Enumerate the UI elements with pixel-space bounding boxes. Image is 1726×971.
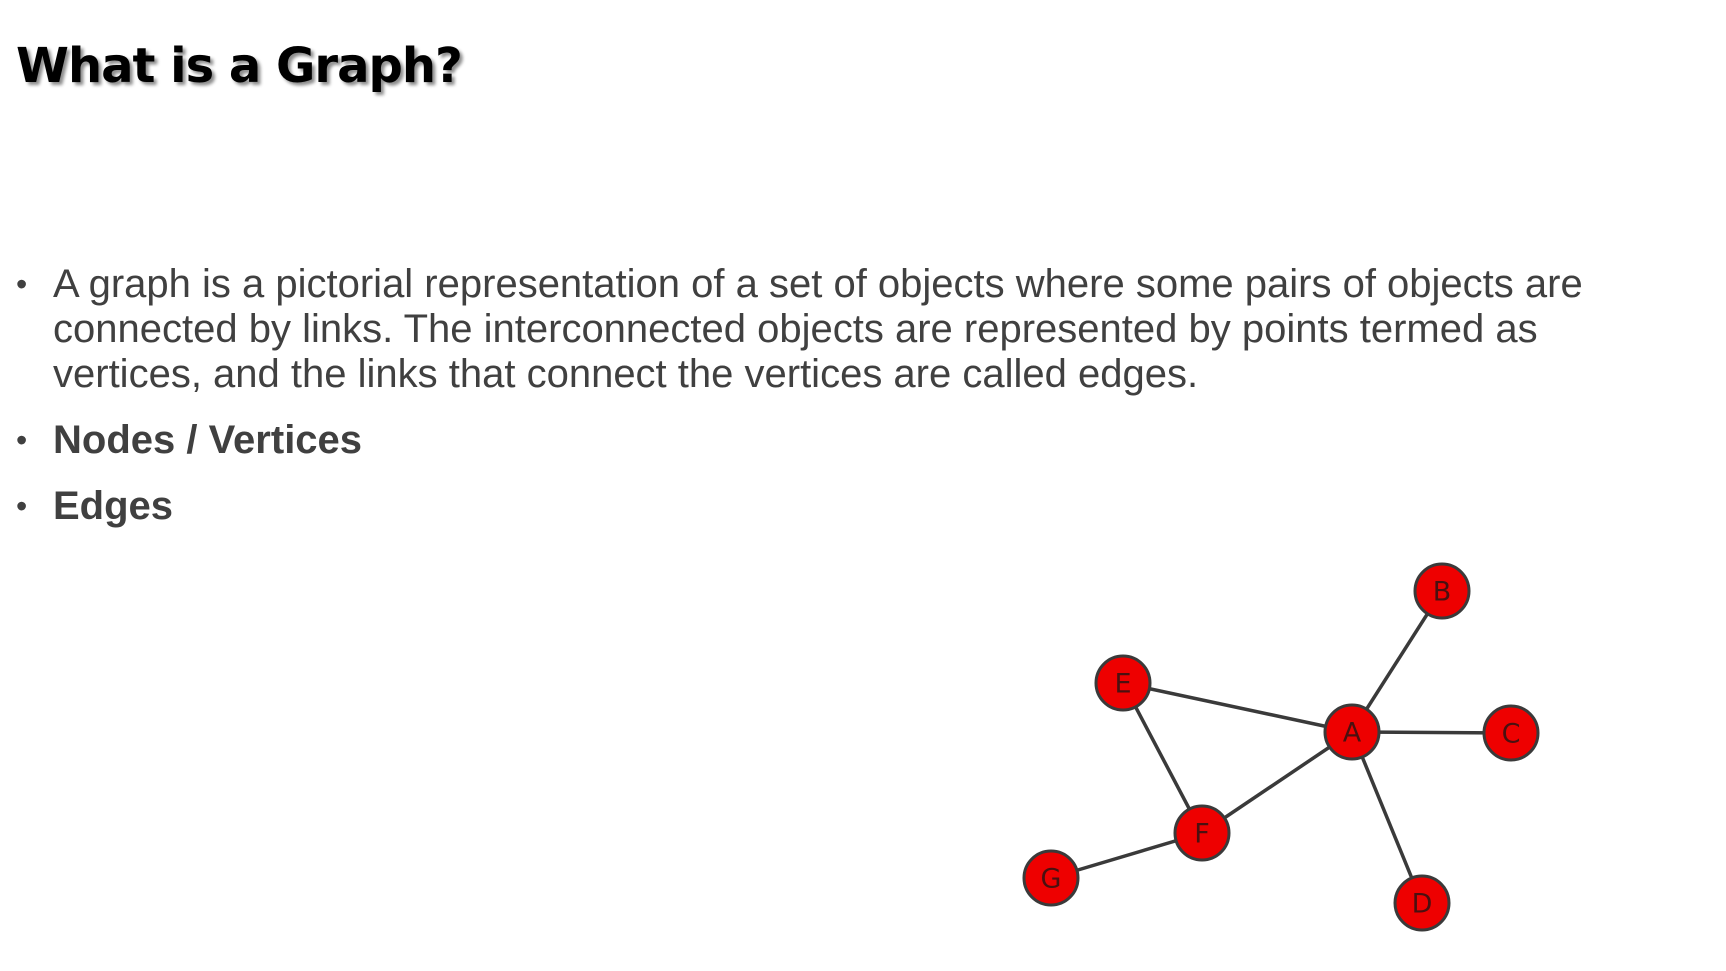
- bullet-marker: •: [16, 422, 28, 458]
- node-circle: [1323, 703, 1381, 761]
- bullet-text-nodes: Nodes / Vertices: [53, 418, 363, 462]
- node-label: F: [1194, 819, 1210, 850]
- node-a: A: [1323, 703, 1381, 761]
- bullet-marker: •: [16, 266, 28, 302]
- node-circle: [1173, 804, 1231, 862]
- node-label: B: [1433, 577, 1452, 608]
- node-circle: [1482, 704, 1540, 762]
- node-b: B: [1413, 562, 1471, 620]
- node-label: C: [1502, 719, 1521, 750]
- graph-nodes: A B C D E F G: [1022, 562, 1540, 932]
- node-label: E: [1114, 669, 1131, 700]
- edge-a-d: [1350, 731, 1424, 904]
- bullet-item-definition: • A graph is a pictorial representation …: [16, 262, 1693, 397]
- node-circle: [1022, 849, 1080, 907]
- bullet-text-edges: Edges: [53, 484, 174, 528]
- node-circle: [1094, 654, 1152, 712]
- bullet-item-edges: • Edges: [16, 484, 1696, 529]
- bullet-text-definition: A graph is a pictorial representation of…: [53, 262, 1583, 396]
- node-label: D: [1412, 889, 1433, 920]
- node-f: F: [1173, 804, 1231, 862]
- node-circle: [1393, 874, 1451, 932]
- node-d: D: [1393, 874, 1451, 932]
- edge-a-e: [1122, 681, 1353, 734]
- edge-a-f: [1201, 730, 1353, 835]
- node-label: G: [1041, 864, 1062, 895]
- bullet-list: • A graph is a pictorial representation …: [16, 262, 1696, 550]
- node-c: C: [1482, 704, 1540, 762]
- node-label: A: [1343, 718, 1362, 749]
- graph-edges: [1050, 590, 1512, 904]
- bullet-marker: •: [16, 488, 28, 524]
- slide-title: What is a Graph?: [16, 38, 463, 94]
- node-g: G: [1022, 849, 1080, 907]
- node-circle: [1413, 562, 1471, 620]
- bullet-item-nodes: • Nodes / Vertices: [16, 418, 1696, 463]
- node-e: E: [1094, 654, 1152, 712]
